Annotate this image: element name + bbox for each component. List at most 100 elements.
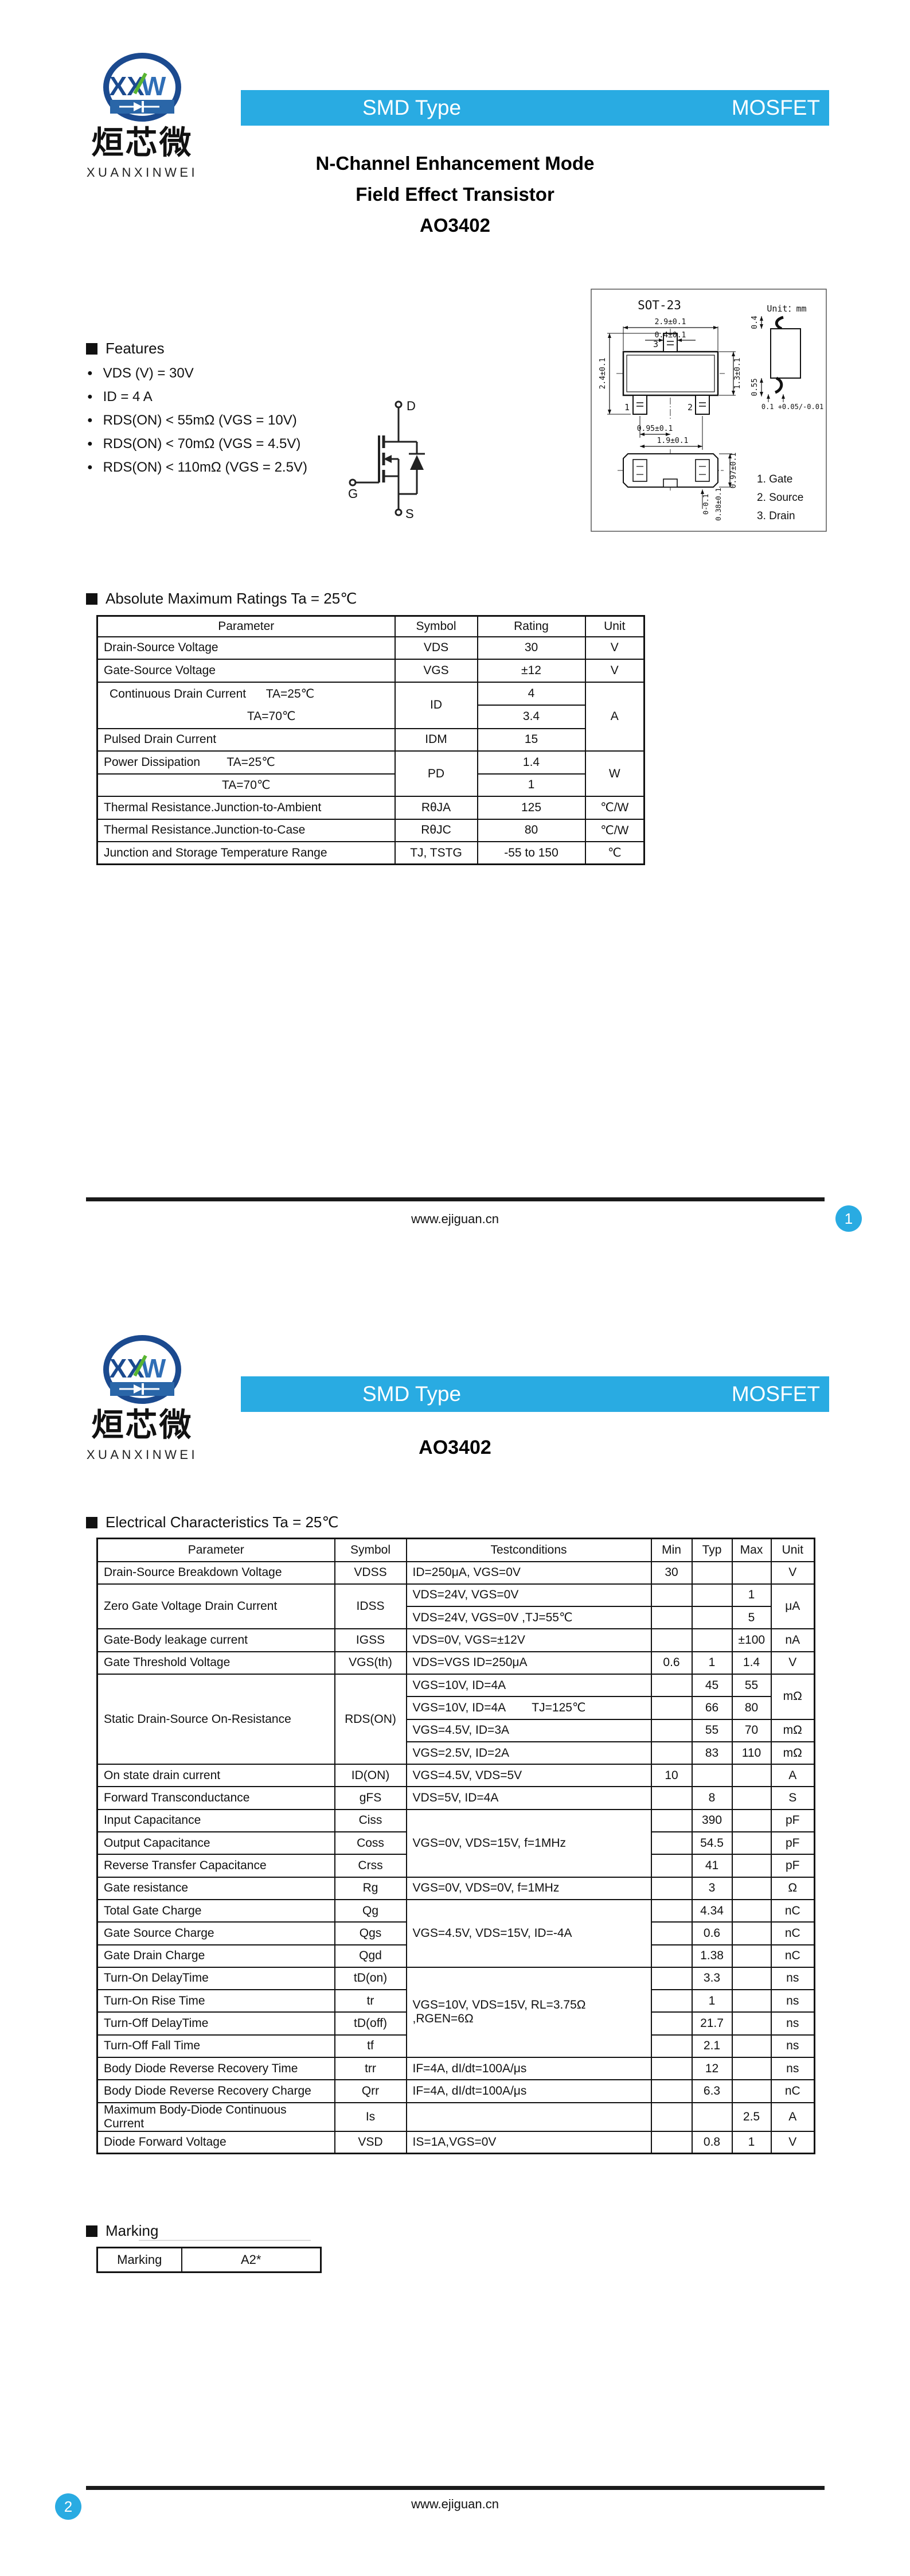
abs-max-cell: 125 bbox=[477, 796, 586, 820]
elec-row: Output Capacitance Coss 54.5 pF bbox=[96, 1831, 815, 1855]
elec-cell: Diode Forward Voltage bbox=[96, 2130, 335, 2154]
elec-cell: VGS=4.5V, VDS=15V, ID=-4A bbox=[405, 1898, 652, 1968]
elec-header-cell: Typ bbox=[691, 1538, 733, 1562]
abs-max-cell: 30 bbox=[477, 636, 586, 660]
elec-cell: ns bbox=[770, 1989, 815, 2013]
elec-cell: VSD bbox=[334, 2130, 407, 2154]
elec-cell bbox=[650, 1944, 693, 1968]
elec-cell: VGS=0V, VDS=0V, f=1MHz bbox=[405, 1876, 652, 1900]
logo-green-slash bbox=[133, 1355, 147, 1377]
abs-max-cell: 1.4 bbox=[477, 750, 586, 775]
feature-text: RDS(ON) < 70mΩ (VGS = 4.5V) bbox=[103, 435, 301, 452]
elec-cell: Turn-Off DelayTime bbox=[96, 2011, 335, 2036]
footer-url: www.ejiguan.cn bbox=[411, 1212, 499, 1226]
elec-cell: Gate Threshold Voltage bbox=[96, 1651, 335, 1675]
elec-cell: Is bbox=[334, 2102, 407, 2132]
feature-item: ● ID = 4 A bbox=[87, 385, 307, 408]
abs-max-row: Pulsed Drain Current IDM 15 bbox=[96, 727, 645, 752]
company-logo-graphic: XX W 烜芯微 XUANXINWEI bbox=[87, 53, 195, 180]
body-diode bbox=[410, 455, 424, 470]
elec-cell: 1 bbox=[691, 1651, 733, 1675]
logo-diode-band bbox=[110, 1382, 174, 1396]
abs-max-cell: W bbox=[584, 750, 645, 797]
pin-legend-drain: 3. Drain bbox=[757, 510, 795, 522]
elec-cell: Ciss bbox=[334, 1808, 407, 1833]
elec-cell: Gate Source Charge bbox=[96, 1921, 335, 1945]
page-number: 2 bbox=[64, 2497, 73, 2515]
elec-row: Turn-Off DelayTime tD(off) 21.7 ns bbox=[96, 2011, 815, 2036]
elec-cell: 5 bbox=[731, 1606, 772, 1630]
abs-max-cell: Thermal Resistance.Junction-to-Case bbox=[96, 818, 396, 842]
elec-row: Body Diode Reverse Recovery Charge Qrr IF=… bbox=[96, 2079, 815, 2103]
abs-max-cell: Gate-Source Voltage bbox=[96, 659, 396, 683]
abs-max-cell: TA=70℃ bbox=[96, 773, 396, 797]
abs-max-header-cell: Unit bbox=[584, 615, 645, 637]
elec-cell: IF=4A, dI/dt=100A/μs bbox=[405, 2057, 652, 2081]
page-number-badge: 1 bbox=[835, 1205, 862, 1232]
elec-cell: VGS=0V, VDS=15V, f=1MHz bbox=[405, 1808, 652, 1878]
section-square-icon bbox=[86, 1516, 97, 1528]
elec-row: Gate Drain Charge Qgd 1.38 nC bbox=[96, 1944, 815, 1968]
logo-green-slash bbox=[133, 72, 147, 95]
elec-cell bbox=[731, 1808, 772, 1833]
elec-cell bbox=[731, 2011, 772, 2036]
elec-cell bbox=[731, 1764, 772, 1788]
elec-row: Forward Transconductance gFS VDS=5V, ID=4A… bbox=[96, 1786, 815, 1810]
elec-cell: ID=250μA, VGS=0V bbox=[405, 1561, 652, 1585]
elec-cell: tD(on) bbox=[334, 1966, 407, 1991]
elec-cell bbox=[650, 1606, 693, 1630]
elec-cell bbox=[650, 1854, 693, 1878]
elec-cell: Crss bbox=[334, 1854, 407, 1878]
abs-max-cell: 80 bbox=[477, 818, 586, 842]
dim-lead-bottom: 0.55 bbox=[751, 378, 759, 396]
elec-cell: ID(ON) bbox=[334, 1764, 407, 1788]
company-logo: XX W 烜芯微 XUANXINWEI bbox=[85, 52, 200, 192]
body-arrow bbox=[384, 455, 392, 463]
elec-row: Gate resistance Rg VGS=0V, VDS=0V, f=1MHz 3… bbox=[96, 1876, 815, 1900]
elec-cell bbox=[650, 2034, 693, 2059]
abs-max-cell: V bbox=[584, 636, 645, 660]
elec-cell: V bbox=[770, 1561, 815, 1585]
abs-max-cell: 4 bbox=[477, 681, 586, 706]
elec-cell: VGS=10V, ID=4A bbox=[405, 1673, 652, 1698]
drain-label: D bbox=[407, 399, 416, 413]
elec-cell: VDS=VGS ID=250μA bbox=[405, 1651, 652, 1675]
elec-cell: 1 bbox=[731, 2130, 772, 2154]
elec-header-cell: Parameter bbox=[96, 1538, 335, 1562]
logo-name-cn: 烜芯微 bbox=[92, 124, 193, 161]
elec-cell: 41 bbox=[691, 1854, 733, 1878]
dim-standoff: 0-0.1 bbox=[702, 494, 710, 515]
elec-cell: 4.34 bbox=[691, 1898, 733, 1923]
elec-cell bbox=[650, 1741, 693, 1765]
feature-text: VDS (V) = 30V bbox=[103, 365, 194, 381]
elec-cell bbox=[650, 1696, 693, 1720]
elec-cell: mΩ bbox=[770, 1741, 815, 1765]
elec-row: VGS=4.5V, ID=3A 55 70 mΩ bbox=[97, 1718, 815, 1742]
elec-cell: 55 bbox=[731, 1673, 772, 1698]
dim-pitch: 0.95±0.1 bbox=[637, 425, 673, 433]
elec-cell: Body Diode Reverse Recovery Charge bbox=[96, 2079, 335, 2103]
abs-max-cell: Junction and Storage Temperature Range bbox=[96, 841, 396, 865]
elec-cell: 10 bbox=[650, 1764, 693, 1788]
abs-max-cell: ℃/W bbox=[584, 818, 645, 842]
elec-cell: 80 bbox=[731, 1696, 772, 1720]
logo-name-en: XUANXINWEI bbox=[87, 1447, 198, 1462]
elec-row: Zero Gate Voltage Drain Current IDSS VDS=2… bbox=[96, 1583, 815, 1630]
elec-cell: IF=4A, dI/dt=100A/μs bbox=[405, 2079, 652, 2103]
elec-cell bbox=[731, 1831, 772, 1855]
marking-heading: Marking bbox=[86, 2222, 158, 2240]
package-side-view: 0.4 0.55 0.1 +0.05/-0.01 bbox=[751, 316, 823, 411]
elec-header-cell: Min bbox=[650, 1538, 693, 1562]
dim-lead-top: 0.4 bbox=[751, 316, 759, 329]
marking-label-cell: Marking bbox=[96, 2247, 182, 2273]
company-logo: XX W 烜芯微 XUANXINWEI bbox=[85, 1334, 200, 1474]
abs-max-table: Parameter Symbol Rating Unit Drain-Source Vo… bbox=[96, 615, 645, 865]
elec-cell: ns bbox=[770, 2011, 815, 2036]
abs-max-header-cell: Symbol bbox=[394, 615, 478, 637]
elec-cell bbox=[691, 1561, 733, 1585]
elec-cell: VDS=24V, VGS=0V ,TJ=55℃ bbox=[405, 1606, 652, 1630]
elec-row: Maximum Body-Diode Continuous Current Is 2… bbox=[96, 2102, 815, 2132]
abs-max-cell: TJ, TSTG bbox=[394, 841, 478, 865]
features-heading-label: Features bbox=[106, 340, 165, 357]
elec-cell bbox=[650, 2057, 693, 2081]
